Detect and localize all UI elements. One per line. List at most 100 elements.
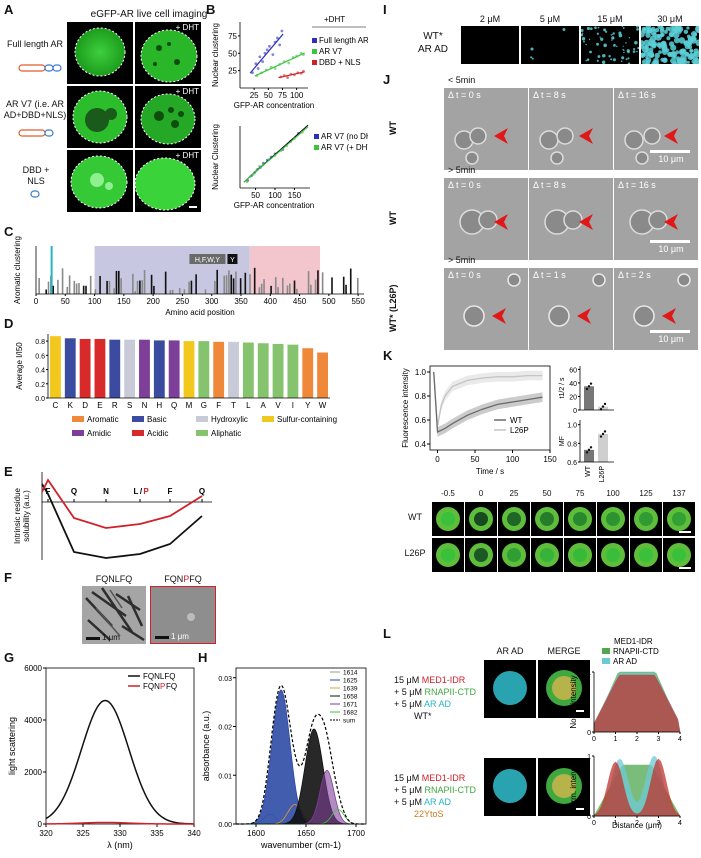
bar [282,277,284,294]
x-axis-label: Amino acid position [165,308,234,317]
bar [183,341,195,398]
x-tick-label: E [97,401,102,410]
legend-swatch [312,49,317,54]
droplet [648,47,654,53]
legend-label: MED1-IDR [614,637,653,646]
bar [75,283,78,294]
legend-label: Hydroxylic [211,415,248,424]
j-dt-label: Δ t = 16 s [618,90,656,100]
droplet [657,43,662,47]
scale-bar [576,710,584,712]
concentration-label: 2 μM [479,14,501,24]
l-protein: AR AD [423,699,451,709]
droplet [645,55,649,60]
frap-svg [601,543,625,567]
droplet-core [540,512,554,526]
f-label-part: FQ [189,574,202,584]
panel-label-f: F [4,570,12,585]
legend-label: FQN [143,682,160,691]
x-tick-label: 325 [76,829,90,838]
j-frame-svg [614,268,698,350]
l-protein: RNAPII-CTD [424,785,476,795]
droplet [659,33,664,38]
droplet [613,43,616,47]
j-frame-svg [444,88,528,170]
droplet [674,26,682,32]
intensity-profile [593,674,681,733]
concentration-label: 5 μM [539,14,561,24]
droplet [654,52,661,59]
bar [216,269,218,294]
frap-svg [568,507,592,531]
frap-svg [535,543,559,567]
l-microscopy [538,660,590,718]
j-row-label: WT [388,211,398,225]
x-axis-label: GFP-AR concentration [234,101,314,110]
droplet-core [474,512,488,526]
droplet [597,26,600,29]
bar [134,291,136,294]
x-tick-label: 75 [278,91,287,100]
bar [109,339,121,398]
droplet [670,51,678,59]
x-tick-label: 100 [506,455,520,464]
bar [277,287,279,294]
bar [94,289,97,294]
residue-label: / [140,487,143,496]
bar [253,267,256,294]
droplet-core [573,512,587,526]
bar [274,277,277,294]
droplet [581,28,584,32]
bar [139,339,150,398]
y-tick-label: 0.8 [567,441,577,448]
frap-frame [630,502,662,536]
droplet [493,769,527,803]
x-tick-label: WT [585,465,592,477]
droplet [683,40,688,46]
x-tick-label: 250 [176,297,190,306]
bar [242,342,254,398]
x-tick-label: 1650 [297,829,315,838]
chart-h: 1600 1650 1700 0.00 0.01 0.02 0.03 161416251639… [201,667,367,850]
y-axis-label: solubility (a.u.) [22,490,31,542]
l-protein: MED1-IDR [421,675,466,685]
y-tick-label: 0 [573,408,577,415]
bar [50,336,61,398]
legend-label: 1625 [343,678,358,685]
bar [598,406,608,410]
droplet [694,26,699,33]
droplet [625,58,628,61]
droplet-core [552,676,576,700]
droplet [622,48,624,51]
droplet [621,56,625,60]
data-point [601,405,605,408]
droplet [620,60,623,63]
x-tick-label: 320 [39,829,53,838]
bar [584,449,594,462]
droplet [622,45,624,47]
droplet [647,28,652,33]
droplet [603,43,607,48]
bar [136,280,139,294]
k-time-label: 75 [575,489,585,498]
droplet-core [474,548,488,562]
x-tick-label: V [275,401,281,410]
y-tick-label: 60 [569,367,577,374]
y-axis-label: MF [559,436,566,446]
droplet-image [521,26,579,64]
j-frame-svg [614,178,698,260]
y-axis-label: Aromatic clustering [13,236,22,304]
x-tick-label: D [82,401,88,410]
legend-label: DBD + NLS [319,58,361,67]
panel-label-a: A [4,2,14,17]
droplet [599,36,601,38]
droplet [650,41,657,48]
droplet [668,41,675,47]
j-frame-svg [444,268,528,350]
droplet [563,210,583,230]
legend-swatch [196,416,208,422]
bar [214,280,216,294]
bar [85,285,87,294]
microscopy-full-length [67,22,133,84]
droplet [657,26,664,30]
